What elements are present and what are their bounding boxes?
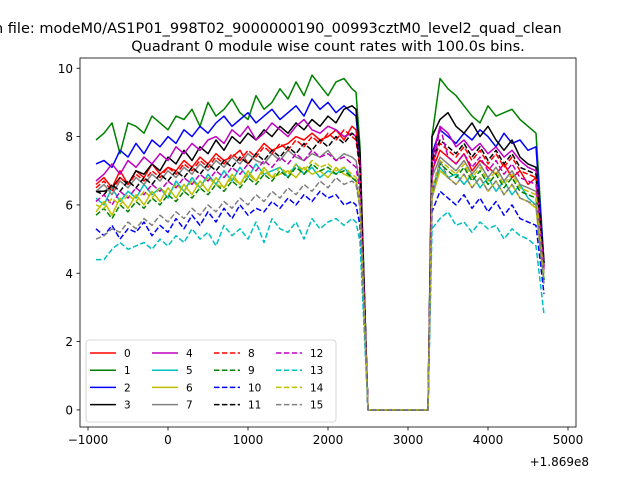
legend-label-15: 15	[310, 400, 323, 412]
x-tick-label: 3000	[393, 433, 424, 447]
series-lines	[95, 74, 545, 411]
legend-label-3: 3	[124, 400, 131, 412]
legend-label-2: 2	[124, 382, 131, 394]
legend-label-7: 7	[186, 400, 193, 412]
series-line-8	[95, 129, 545, 411]
series-line-9	[95, 163, 545, 411]
legend-label-13: 13	[310, 365, 323, 377]
series-line-3	[96, 105, 545, 411]
y-tick-label: 2	[65, 335, 73, 349]
legend-label-14: 14	[310, 382, 324, 394]
legend-label-8: 8	[248, 348, 255, 360]
chart-title: Quadrant 0 module wise count rates with …	[131, 39, 525, 55]
series-line-13	[96, 211, 545, 411]
x-tick-label: −1000	[68, 433, 109, 447]
x-tick-label: 0	[164, 433, 172, 447]
legend-label-0: 0	[124, 348, 131, 360]
series-line-11	[95, 132, 545, 411]
x-offset-label: +1.869e8	[530, 455, 589, 469]
figure-suptitle: n file: modeM0/AS1P01_998T02_9000000190_…	[0, 21, 562, 37]
x-tick-label: 1000	[233, 433, 264, 447]
series-line-7	[95, 149, 545, 411]
series-line-4	[95, 118, 545, 411]
x-tick-label: 4000	[473, 433, 504, 447]
series-line-12	[95, 125, 545, 411]
series-line-1	[95, 74, 545, 411]
legend-label-1: 1	[124, 365, 131, 377]
legend-label-9: 9	[248, 365, 255, 377]
legend-label-10: 10	[248, 382, 261, 394]
legend-box	[85, 339, 337, 423]
legend-label-5: 5	[186, 365, 193, 377]
legend-label-11: 11	[248, 400, 261, 412]
y-tick-label: 4	[65, 267, 73, 281]
y-tick-label: 8	[65, 130, 73, 144]
plot-area	[95, 74, 545, 411]
series-line-14	[95, 159, 545, 411]
series-line-2	[95, 98, 545, 411]
legend-label-12: 12	[310, 348, 323, 360]
x-tick-label: 2000	[313, 433, 344, 447]
series-line-15	[95, 159, 545, 411]
y-tick-label: 6	[65, 198, 73, 212]
x-tick-label: 5000	[553, 433, 584, 447]
series-line-6	[95, 166, 545, 411]
y-tick-label: 10	[58, 62, 73, 76]
legend-label-4: 4	[186, 348, 193, 360]
y-tick-label: 0	[65, 403, 73, 417]
legend-label-6: 6	[186, 382, 193, 394]
